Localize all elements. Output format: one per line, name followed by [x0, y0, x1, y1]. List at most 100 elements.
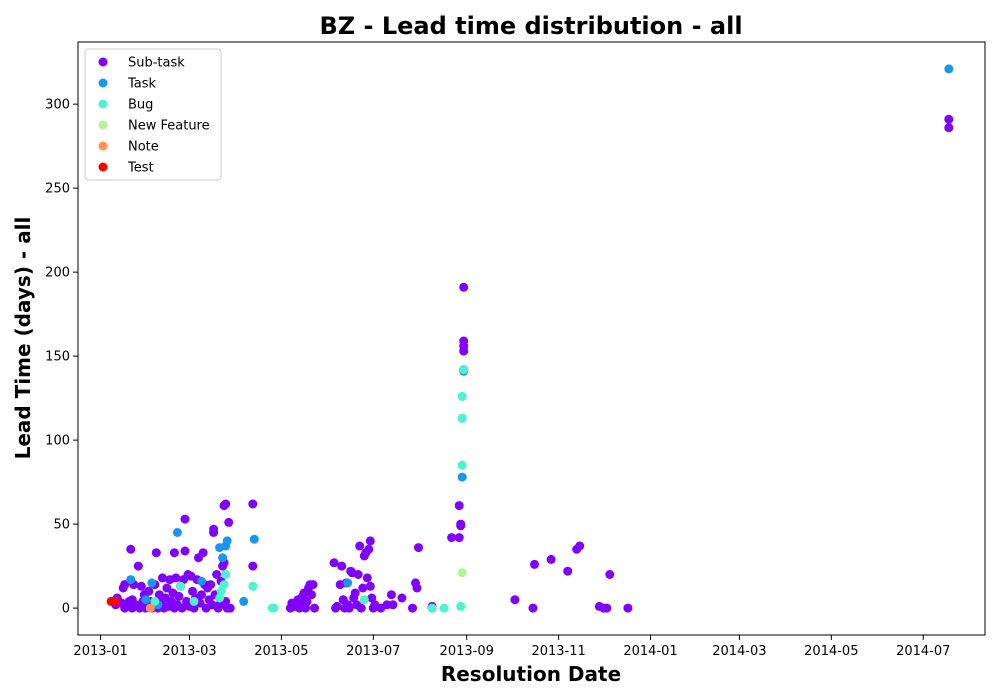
point-task [457, 472, 467, 482]
x-axis-title: Resolution Date [441, 662, 621, 686]
point-test [111, 596, 121, 606]
point-bug [359, 595, 369, 605]
x-tick-label: 2013-11 [531, 644, 585, 659]
point-sub-task [180, 514, 190, 524]
point-sub-task [180, 546, 190, 556]
legend-label-test: Test [127, 161, 154, 176]
point-sub-task [310, 603, 319, 613]
x-tick-label: 2014-01 [623, 644, 677, 659]
point-bug [150, 596, 160, 606]
point-bug [221, 570, 231, 579]
point-sub-task [355, 541, 365, 551]
point-sub-task [414, 543, 423, 553]
point-sub-task [188, 586, 197, 596]
point-sub-task [151, 548, 161, 558]
point-sub-task [212, 570, 222, 579]
point-bug [456, 601, 466, 611]
point-sub-task [454, 501, 464, 511]
point-task [197, 576, 206, 586]
point-bug [248, 581, 258, 591]
point-sub-task [144, 586, 154, 596]
y-tick-label: 300 [45, 98, 70, 113]
legend-marker-sub-task [98, 57, 108, 67]
point-sub-task [605, 570, 615, 579]
x-tick-label: 2014-05 [804, 644, 858, 659]
point-sub-task [197, 590, 206, 600]
point-sub-task [356, 603, 366, 613]
legend-box [84, 48, 222, 181]
point-bug [457, 392, 467, 401]
point-sub-task [332, 601, 342, 611]
x-tick-label: 2013-01 [73, 644, 127, 659]
legend-label-sub-task: Sub-task [128, 56, 185, 71]
point-sub-task [944, 123, 954, 133]
point-bug [439, 603, 449, 613]
y-tick-label: 200 [45, 266, 70, 281]
point-new-feature [457, 568, 467, 578]
point-sub-task [169, 548, 179, 558]
point-bug [269, 603, 279, 613]
point-sub-task [362, 573, 372, 583]
legend-label-bug: Bug [128, 98, 153, 113]
point-task [343, 578, 353, 588]
point-sub-task [365, 581, 375, 591]
point-sub-task [224, 517, 234, 527]
point-sub-task [248, 561, 258, 571]
y-axis-title: Lead Time (days) - all [11, 217, 35, 460]
chart-title: BZ - Lead time distribution - all [319, 12, 742, 40]
point-sub-task [162, 583, 172, 593]
y-tick-label: 0 [62, 602, 70, 617]
x-tick-label: 2014-03 [712, 644, 766, 659]
point-task [172, 528, 182, 537]
point-sub-task [602, 603, 612, 613]
legend-marker-note [98, 141, 108, 151]
point-sub-task [623, 603, 633, 613]
point-sub-task [528, 603, 538, 613]
point-sub-task [337, 561, 347, 571]
point-sub-task [358, 583, 368, 593]
x-tick-label: 2014-07 [896, 644, 950, 659]
point-sub-task [157, 573, 167, 583]
point-sub-task [171, 573, 181, 583]
x-tick-label: 2013-03 [162, 644, 216, 659]
point-sub-task [301, 603, 310, 613]
y-tick-label: 100 [45, 434, 70, 449]
point-bug [216, 586, 226, 596]
point-sub-task [344, 603, 354, 613]
point-bug [219, 580, 229, 590]
point-sub-task [225, 603, 235, 613]
y-axis: 0 50 100 150 200 250 300 [45, 98, 78, 617]
point-sub-task [248, 499, 258, 509]
legend-marker-test [98, 162, 108, 172]
point-sub-task [307, 590, 316, 600]
point-bug [457, 460, 467, 470]
x-tick-label: 2013-07 [346, 644, 400, 659]
point-sub-task [459, 336, 469, 346]
point-sub-task [329, 558, 339, 568]
point-sub-task [364, 544, 374, 554]
point-sub-task [454, 533, 464, 543]
point-sub-task [206, 580, 216, 590]
point-task [126, 575, 136, 585]
points-layer [106, 64, 954, 613]
point-bug [215, 593, 225, 603]
y-tick-label: 150 [45, 350, 70, 365]
point-task [944, 64, 954, 74]
x-axis: 2013-01 2013-03 2013-05 2013-07 2013-09 2013-… [73, 635, 950, 659]
point-sub-task [367, 593, 377, 603]
y-tick-label: 250 [45, 182, 70, 197]
point-sub-task [174, 591, 184, 601]
point-task [141, 595, 151, 605]
point-bug [176, 581, 185, 591]
point-sub-task [386, 590, 396, 600]
point-sub-task [456, 519, 466, 529]
legend-label-note: Note [128, 140, 159, 155]
point-sub-task [510, 595, 520, 605]
point-sub-task [459, 282, 469, 292]
legend-marker-task [98, 78, 108, 88]
point-sub-task [133, 561, 143, 571]
point-sub-task [563, 566, 573, 576]
point-sub-task [136, 581, 146, 591]
point-bug [457, 413, 467, 423]
